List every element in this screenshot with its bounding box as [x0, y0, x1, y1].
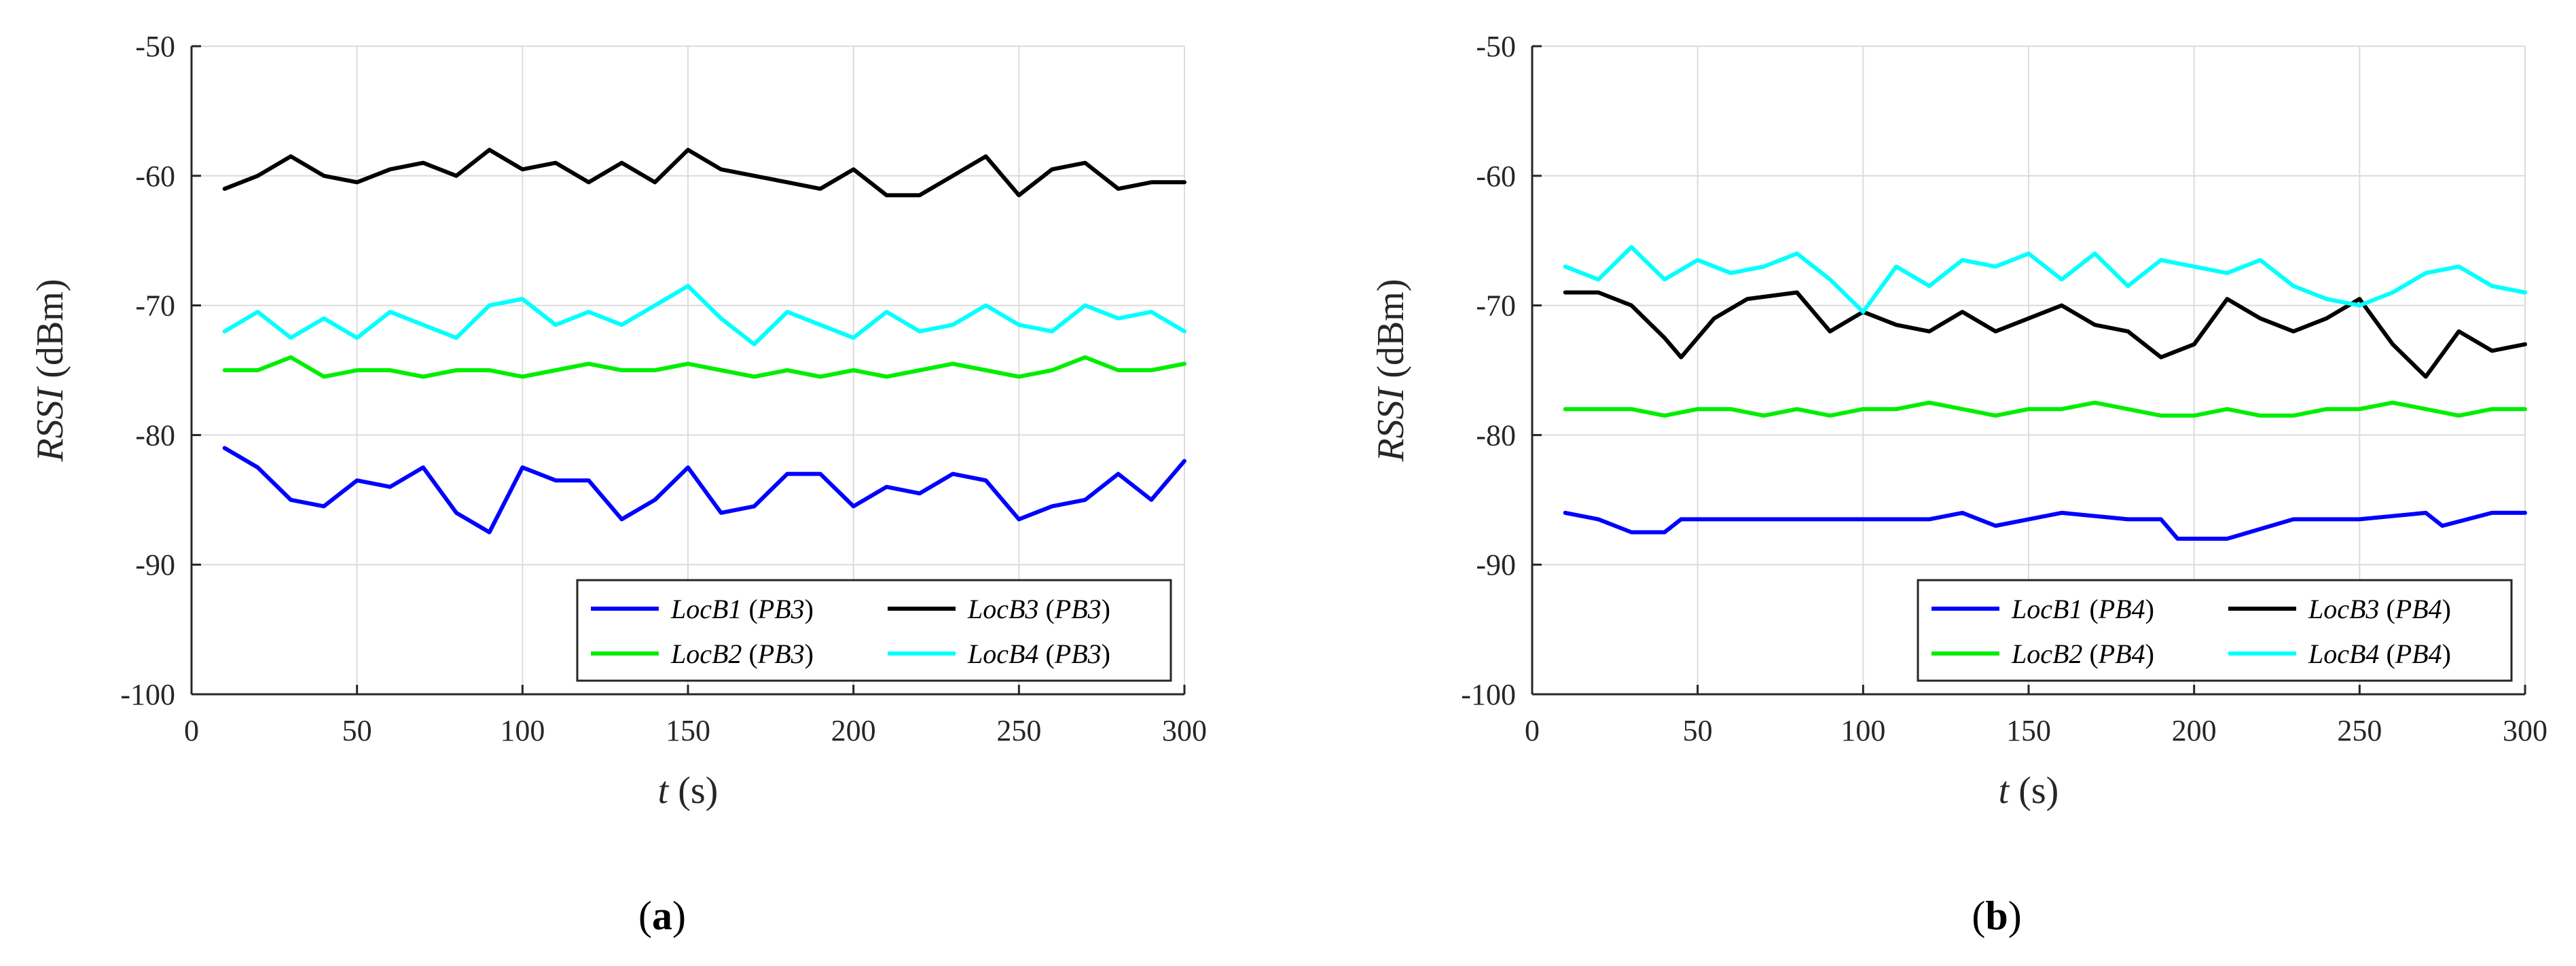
legend-series-tag: PB4 — [2395, 639, 2442, 669]
x-tick-label: 150 — [666, 714, 710, 747]
y-tick-label: -90 — [135, 548, 175, 582]
y-tick-label: -60 — [135, 160, 175, 193]
series-line-locb4 — [1563, 245, 2527, 315]
legend-series-name: LocB1 — [2011, 594, 2082, 624]
legend-spacer: ( — [2379, 594, 2395, 624]
legend-label-locb4: LocB4 (PB3) — [967, 639, 1110, 669]
y-axis-label-var: RSSI — [1370, 386, 1412, 462]
y-axis-label-unit: (dBm) — [1370, 279, 1412, 387]
x-tick-label: 50 — [342, 714, 372, 747]
y-axis-label-var: RSSI — [29, 386, 71, 462]
caption-close: ) — [672, 893, 686, 938]
x-axis-label-unit: (s) — [668, 770, 718, 812]
legend-close: ) — [2442, 594, 2451, 624]
series-line-locb1 — [1563, 510, 2527, 541]
legend-close: ) — [805, 639, 814, 669]
series-line-locb2 — [222, 355, 1186, 379]
x-tick-label: 150 — [2006, 714, 2051, 747]
x-axis-label-unit: (s) — [2009, 770, 2058, 812]
x-tick-label: 300 — [2503, 714, 2547, 747]
legend-box — [1917, 579, 2513, 682]
legend-series-name: LocB1 — [670, 594, 742, 624]
legend-close: ) — [2442, 639, 2451, 669]
legend-box — [576, 579, 1172, 682]
y-tick-label: -90 — [1476, 548, 1516, 582]
legend-spacer: ( — [2379, 639, 2395, 669]
legend-series-tag: PB3 — [1054, 639, 1102, 669]
y-axis-label: RSSI (dBm) — [1370, 279, 1412, 462]
x-tick-label: 100 — [1840, 714, 1885, 747]
series-line-locb1 — [222, 446, 1186, 535]
x-tick-label: 250 — [2337, 714, 2382, 747]
legend-label-locb3: LocB3 (PB4) — [2308, 594, 2451, 624]
x-tick-label: 0 — [1525, 714, 1540, 747]
legend-close: ) — [1102, 594, 1110, 624]
legend-label-locb2: LocB2 (PB4) — [2011, 639, 2154, 669]
legend-series-name: LocB2 — [670, 639, 742, 669]
chart-panel-a: 0 50 100 150 200 250 300 -100 -90 -80 -70 -60 -50 t (… — [29, 30, 1207, 938]
x-axis-label-var: t — [658, 770, 670, 812]
y-tick-label: -50 — [1476, 30, 1516, 63]
legend-spacer: ( — [2082, 594, 2098, 624]
panel-caption: (b) — [1972, 893, 2021, 938]
x-tick-label: 300 — [1162, 714, 1207, 747]
series-line-locb2 — [1563, 400, 2527, 418]
legend-label-locb3: LocB3 (PB3) — [967, 594, 1110, 624]
x-tick-label: 200 — [2172, 714, 2217, 747]
caption-letter: b — [1985, 893, 2008, 938]
x-tick-label: 250 — [996, 714, 1041, 747]
legend-series-tag: PB4 — [2395, 594, 2442, 624]
x-axis-label: t (s) — [1999, 770, 2059, 812]
y-tick-label: -70 — [135, 289, 175, 323]
x-tick-label: 200 — [831, 714, 876, 747]
x-tick-label: 50 — [1683, 714, 1713, 747]
legend-series-tag: PB3 — [757, 594, 805, 624]
legend-spacer: ( — [2082, 639, 2098, 669]
legend-series-name: LocB4 — [2308, 639, 2379, 669]
y-axis-label-unit: (dBm) — [29, 279, 71, 387]
chart-panel-b: 0 50 100 150 200 250 300 -100 -90 -80 -70 -60 -50 t (… — [1370, 30, 2547, 938]
legend-spacer: ( — [1038, 639, 1054, 669]
panel-caption: (a) — [638, 893, 686, 938]
y-tick-label: -50 — [135, 30, 175, 63]
legend-spacer: ( — [742, 639, 757, 669]
x-axis-label-var: t — [1999, 770, 2010, 812]
legend-series-name: LocB3 — [2308, 594, 2379, 624]
series-line-locb4 — [222, 284, 1186, 346]
legend-series-tag: PB4 — [2098, 594, 2145, 624]
series-line-locb3 — [1563, 290, 2527, 379]
legend-label-locb1: LocB1 (PB4) — [2011, 594, 2154, 624]
y-tick-label: -80 — [135, 418, 175, 452]
caption-open: ( — [638, 893, 652, 938]
legend-series-name: LocB4 — [967, 639, 1038, 669]
series-line-locb3 — [222, 147, 1186, 198]
y-axis-label: RSSI (dBm) — [29, 279, 71, 462]
legend-series-name: LocB2 — [2011, 639, 2082, 669]
x-tick-label: 100 — [500, 714, 545, 747]
legend-label-locb2: LocB2 (PB3) — [670, 639, 814, 669]
y-tick-label: -80 — [1476, 418, 1516, 452]
legend-series-tag: PB3 — [757, 639, 805, 669]
y-tick-label: -100 — [120, 678, 175, 711]
x-axis-label: t (s) — [658, 770, 719, 812]
x-tick-label: 0 — [184, 714, 199, 747]
y-tick-label: -100 — [1461, 678, 1516, 711]
legend-series-tag: PB4 — [2098, 639, 2145, 669]
legend-label-locb4: LocB4 (PB4) — [2308, 639, 2451, 669]
legend-series-tag: PB3 — [1054, 594, 1102, 624]
legend-spacer: ( — [742, 594, 757, 624]
legend-close: ) — [805, 594, 814, 624]
legend-close: ) — [2145, 594, 2154, 624]
y-tick-label: -60 — [1476, 160, 1516, 193]
caption-open: ( — [1972, 893, 1985, 938]
legend-close: ) — [1102, 639, 1110, 669]
legend-series-name: LocB3 — [967, 594, 1038, 624]
caption-letter: a — [652, 893, 672, 938]
legend-label-locb1: LocB1 (PB3) — [670, 594, 814, 624]
y-tick-label: -70 — [1476, 289, 1516, 323]
legend-close: ) — [2145, 639, 2154, 669]
legend-spacer: ( — [1038, 594, 1054, 624]
caption-close: ) — [2008, 893, 2022, 938]
